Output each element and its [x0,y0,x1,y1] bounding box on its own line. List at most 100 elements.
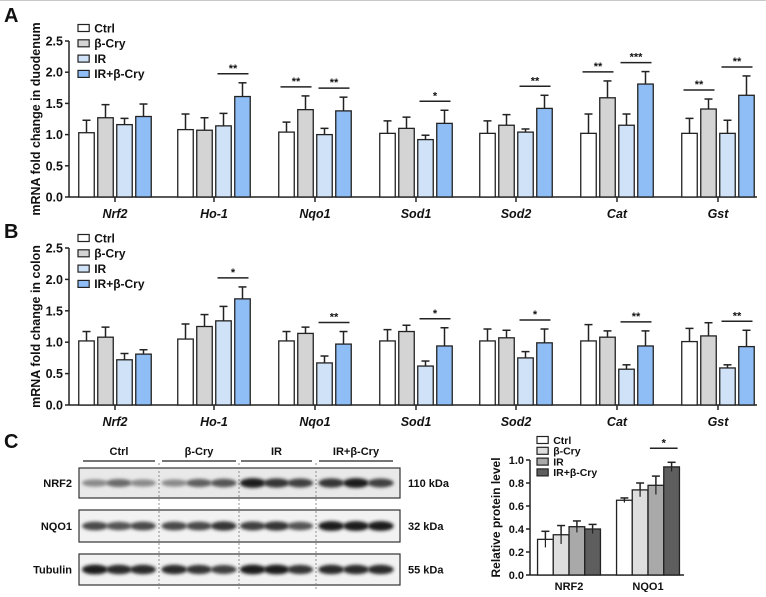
legend-swatch [536,435,549,445]
significance-label: ** [292,76,301,88]
blot-band [239,564,266,575]
legend-label: IR [553,456,564,468]
blot-band [287,478,314,488]
bar-sod1-1 [398,127,415,198]
bar-nqo1-1 [631,489,649,576]
y-tick-label: 0.0 [46,399,63,413]
x-category-label: Cat [607,415,628,429]
y-tick-label: 2.0 [46,66,63,80]
blot-band [106,564,132,575]
bar-sod1-2 [417,138,434,198]
y-tick-label: 1.5 [46,97,63,111]
significance-label: * [662,437,667,449]
legend-swatch [77,69,90,79]
bar-sod1-3 [436,122,453,198]
x-category-label: Nrf2 [102,207,127,221]
bar-sod2-1 [498,124,515,198]
x-category-label: Cat [607,207,628,221]
blot-band [318,564,345,575]
x-category-label: Sod2 [501,415,532,429]
blot-band [82,521,108,531]
bar-cat-2 [618,124,635,198]
legend-label: Ctrl [94,231,115,245]
blot-band [210,478,237,488]
bar-nqo1-0 [615,499,633,576]
y-tick-label: 0.0 [46,191,63,205]
x-category-label: Nrf2 [102,415,127,429]
x-category-label: Nqo1 [299,415,330,429]
significance-label: ** [229,63,238,75]
significance-label: ** [733,56,742,68]
bar-nqo1-0 [278,131,295,198]
blot-band [161,521,188,531]
legend-label: Ctrl [94,21,115,35]
panel-letter-b: B [4,221,18,243]
blot-band [287,564,314,575]
blot-band [367,564,394,575]
chart-panel-a: mRNA fold change in duodenum 0.0 0.5 1.0 1.5… [29,21,757,221]
bar-cat-3 [637,83,654,198]
panel-letter-c: C [4,431,18,453]
y-axis-label: mRNA fold change in colon [29,245,43,408]
bar-nrf2-3 [584,528,602,576]
bar-sod1-0 [379,132,396,198]
blot-band [161,479,188,487]
blot-band [186,521,212,531]
significance-label: ** [330,77,339,89]
bar-nrf2-2 [568,526,586,576]
legend-swatch [536,457,549,466]
y-tick-label: 0.2 [509,547,524,559]
bar-gst-1 [700,108,717,198]
y-tick-label: 0.5 [46,159,63,173]
bar-sod2-1 [498,337,515,406]
x-category-label: NQO1 [632,581,663,592]
y-tick-label: 1.5 [46,304,63,318]
bar-nqo1-1 [297,332,314,406]
bar-nqo1-3 [335,110,352,198]
blot-band [210,521,237,531]
bar-gst-3 [738,94,755,198]
x-category-label: Ho-1 [200,415,228,429]
significance-label: * [231,267,236,279]
legend-label: Ctrl [553,435,571,447]
y-axis-label: mRNA fold change in duodenum [29,22,43,215]
bar-gst-1 [700,335,717,406]
significance-label: ** [594,61,603,73]
bar-cat-2 [618,368,635,406]
legend-swatch [77,54,90,63]
y-tick-label: 1.0 [46,336,63,350]
legend-swatch [77,264,90,273]
y-tick-label: 0.6 [509,501,524,513]
blot-band [106,521,132,531]
bar-ho-1-2 [215,320,232,406]
x-category-label: Sod1 [401,207,432,221]
bar-ho-1-0 [177,338,194,406]
y-tick-label: 0.0 [509,570,524,582]
bar-ho-1-3 [234,95,251,198]
bar-sod1-1 [398,330,415,406]
blot-group-label: β-Cry [185,446,215,458]
legend-swatch [77,279,90,288]
bar-sod1-3 [436,345,453,406]
blot-band [343,521,369,531]
blot-band [263,478,290,488]
y-tick-label: 2.0 [46,273,63,287]
significance-label: ** [632,311,641,323]
blot-band [130,564,156,575]
blot-band [263,521,290,531]
y-tick-label: 0.5 [46,367,63,381]
blot-group-label: Ctrl [110,446,129,458]
significance-label: * [433,308,438,320]
blot-band [318,521,345,531]
bar-sod2-0 [479,340,496,406]
legend-label: IR+β-Cry [94,67,145,81]
blot-band [343,564,369,575]
legend-swatch [77,249,90,258]
blot-band [82,479,108,487]
bar-sod1-2 [417,365,434,406]
bar-cat-0 [580,340,597,406]
x-category-label: Sod2 [501,207,532,221]
legend-label: β-Cry [94,37,126,51]
significance-label: * [533,309,538,321]
y-tick-label: 2.5 [46,242,63,256]
